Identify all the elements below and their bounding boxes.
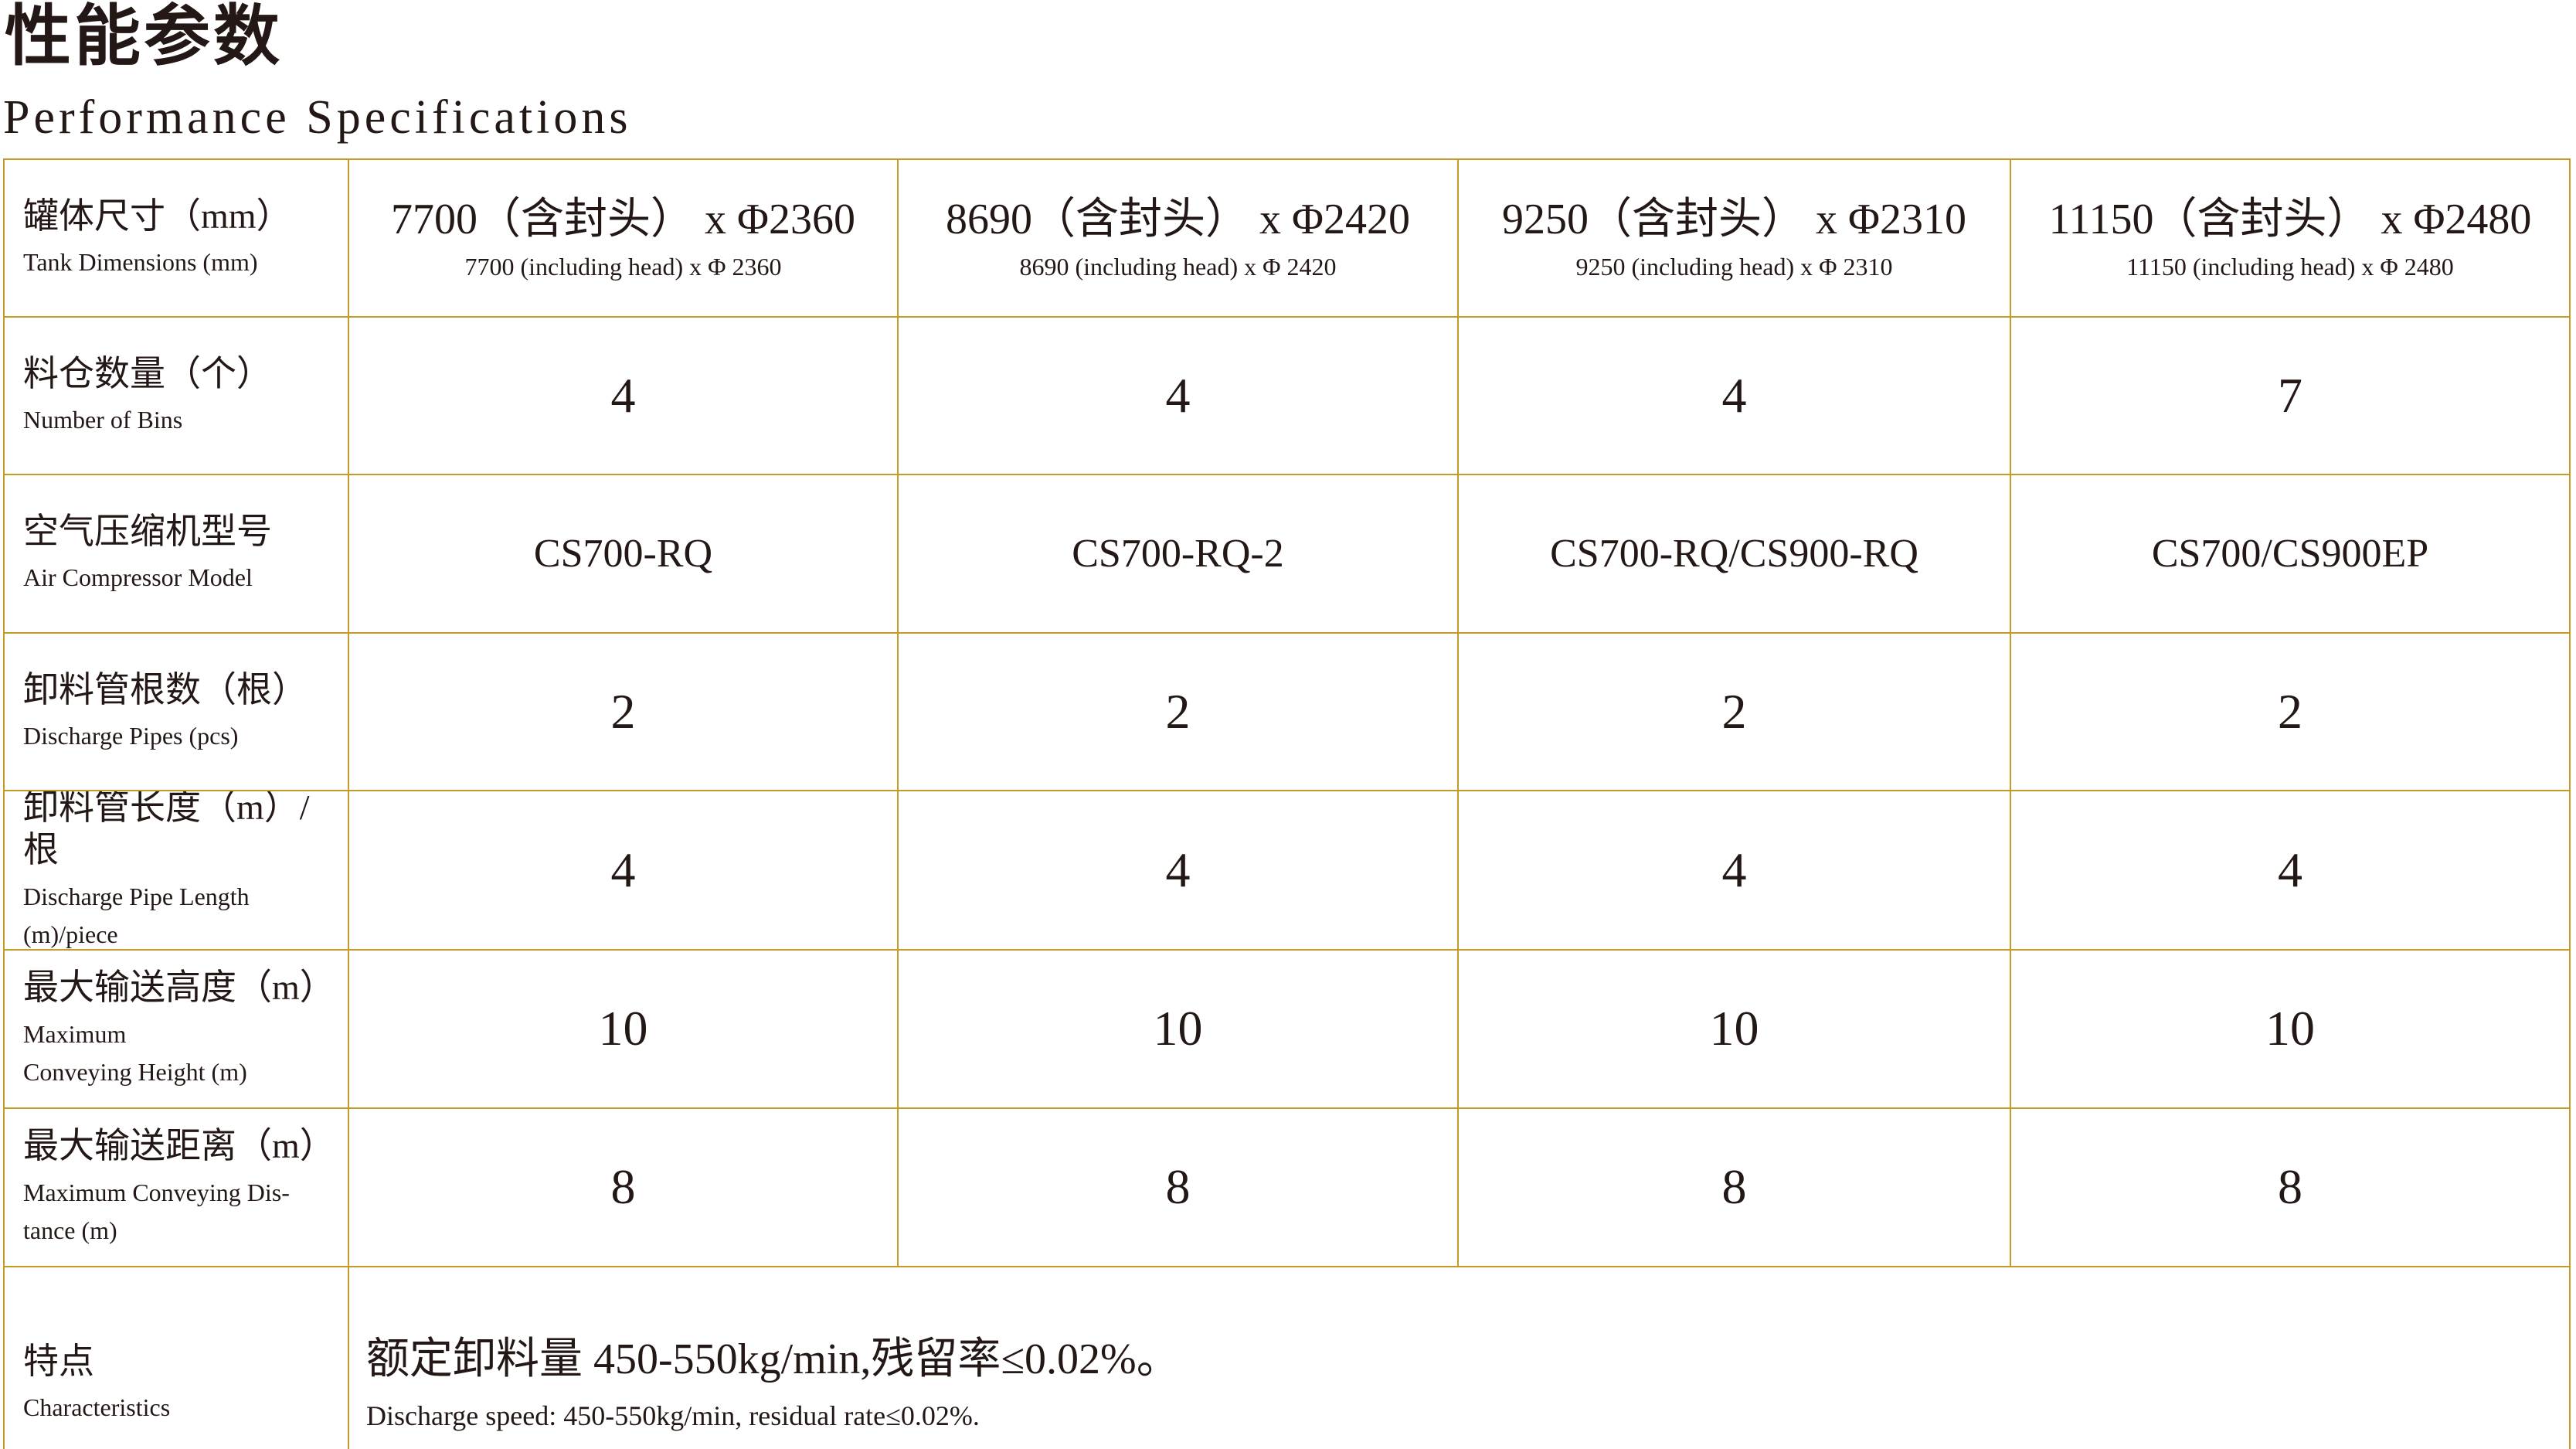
cell-tank-dim-model4: 11150（含封头） x Φ2480 11150 (including head… bbox=[2011, 160, 2569, 318]
row-label-en: Maximum Conveying Height (m) bbox=[23, 1019, 247, 1087]
cell-pipes-model4: 2 bbox=[2011, 634, 2569, 791]
cell-height-model1: 10 bbox=[349, 951, 899, 1109]
cell-pipes-model3: 2 bbox=[1459, 634, 2011, 791]
cell-pipe-length-model2: 4 bbox=[899, 791, 1459, 951]
cell-pipes-model2: 2 bbox=[899, 634, 1459, 791]
row-header-discharge-pipes: 卸料管根数（根） Discharge Pipes (pcs) bbox=[5, 634, 349, 791]
row-header-characteristics: 特点 Characteristics bbox=[5, 1267, 349, 1449]
row-header-tank-dimensions: 罐体尺寸（mm） Tank Dimensions (mm) bbox=[5, 160, 349, 318]
cell-bins-model1: 4 bbox=[349, 318, 899, 475]
cell-height-model3: 10 bbox=[1459, 951, 2011, 1109]
cell-compressor-model1: CS700-RQ bbox=[349, 475, 899, 634]
row-label-en: Discharge Pipes (pcs) bbox=[23, 721, 239, 750]
cell-distance-model1: 8 bbox=[349, 1109, 899, 1267]
page-title-en: Performance Specifications bbox=[3, 91, 632, 144]
row-header-number-of-bins: 料仓数量（个） Number of Bins bbox=[5, 318, 349, 475]
characteristics-en: Discharge speed: 450-550kg/min, residual… bbox=[366, 1400, 980, 1431]
cell-distance-model2: 8 bbox=[899, 1109, 1459, 1267]
cell-bins-model4: 7 bbox=[2011, 318, 2569, 475]
cell-characteristics-value: 额定卸料量 450-550kg/min,残留率≤0.02%。 Discharge… bbox=[349, 1267, 2569, 1449]
row-label-en: Air Compressor Model bbox=[23, 563, 253, 592]
row-header-max-conveying-height: 最大输送高度（m） Maximum Conveying Height (m) bbox=[5, 951, 349, 1109]
row-header-air-compressor-model: 空气压缩机型号 Air Compressor Model bbox=[5, 475, 349, 634]
row-label-en: Characteristics bbox=[23, 1393, 171, 1421]
cell-compressor-model2: CS700-RQ-2 bbox=[899, 475, 1459, 634]
cell-tank-dim-model2: 8690（含封头） x Φ2420 8690 (including head) … bbox=[899, 160, 1459, 318]
cell-pipe-length-model4: 4 bbox=[2011, 791, 2569, 951]
row-label-zh: 卸料管长度（m）/根 bbox=[23, 791, 310, 870]
row-label-zh: 最大输送距离（m） bbox=[23, 1126, 335, 1166]
cell-pipe-length-model1: 4 bbox=[349, 791, 899, 951]
performance-spec-table: 罐体尺寸（mm） Tank Dimensions (mm) 7700（含封头） … bbox=[3, 158, 2571, 1449]
row-label-zh: 特点 bbox=[23, 1341, 94, 1381]
row-label-en: Discharge Pipe Length (m)/piece bbox=[23, 882, 250, 949]
cell-distance-model3: 8 bbox=[1459, 1109, 2011, 1267]
cell-tank-dim-model3: 9250（含封头） x Φ2310 9250 (including head) … bbox=[1459, 160, 2011, 318]
cell-bins-model2: 4 bbox=[899, 318, 1459, 475]
cell-tank-dim-model1: 7700（含封头） x Φ2360 7700 (including head) … bbox=[349, 160, 899, 318]
row-label-zh: 最大输送高度（m） bbox=[23, 968, 335, 1008]
cell-pipes-model1: 2 bbox=[349, 634, 899, 791]
row-label-zh: 料仓数量（个） bbox=[23, 353, 272, 393]
row-label-zh: 罐体尺寸（mm） bbox=[23, 196, 292, 236]
row-label-en: Number of Bins bbox=[23, 405, 183, 434]
cell-height-model2: 10 bbox=[899, 951, 1459, 1109]
row-label-en: Tank Dimensions (mm) bbox=[23, 247, 258, 276]
cell-height-model4: 10 bbox=[2011, 951, 2569, 1109]
row-label-zh: 卸料管根数（根） bbox=[23, 669, 308, 709]
cell-distance-model4: 8 bbox=[2011, 1109, 2569, 1267]
cell-compressor-model3: CS700-RQ/CS900-RQ bbox=[1459, 475, 2011, 634]
page-title-zh: 性能参数 bbox=[5, 0, 283, 73]
row-header-max-conveying-distance: 最大输送距离（m） Maximum Conveying Dis- tance (… bbox=[5, 1109, 349, 1267]
cell-compressor-model4: CS700/CS900EP bbox=[2011, 475, 2569, 634]
row-label-zh: 空气压缩机型号 bbox=[23, 512, 272, 552]
row-label-en: Maximum Conveying Dis- tance (m) bbox=[23, 1178, 290, 1245]
cell-pipe-length-model3: 4 bbox=[1459, 791, 2011, 951]
row-header-discharge-pipe-length: 卸料管长度（m）/根 Discharge Pipe Length (m)/pie… bbox=[5, 791, 349, 951]
cell-bins-model3: 4 bbox=[1459, 318, 2011, 475]
characteristics-zh: 额定卸料量 450-550kg/min,残留率≤0.02%。 bbox=[366, 1335, 1180, 1383]
